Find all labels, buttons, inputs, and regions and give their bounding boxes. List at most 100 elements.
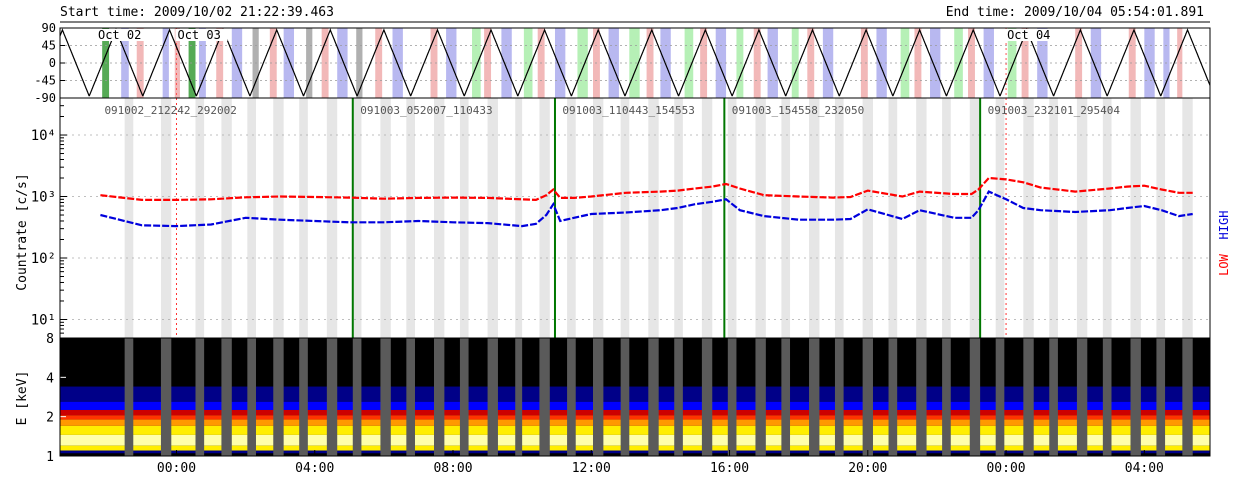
lightcurve-gap — [942, 98, 951, 338]
spectrogram-frame — [59, 337, 1211, 457]
orbit-y-tick-label: -45 — [34, 74, 56, 88]
spectrogram-gap — [299, 338, 308, 456]
spectrogram-gap — [221, 338, 232, 456]
lightcurve-gap — [195, 98, 205, 338]
spectrogram-gap — [195, 338, 205, 456]
spectrogram-y-axis-label: E [keV] — [15, 371, 30, 426]
spectrogram-energy-band — [60, 445, 1210, 451]
spectrogram-gap — [1182, 338, 1193, 456]
lightcurve-day-marks — [175, 98, 1007, 338]
lightcurve-y-ticks: 10¹ 10² 10³ 10⁴ — [31, 97, 67, 339]
spectrogram-gap — [1102, 338, 1112, 456]
spectrogram-energy-band — [60, 450, 1210, 454]
spectrogram-y-tick-label: 1 — [46, 450, 54, 465]
orbit-band — [577, 28, 588, 98]
spectrogram-energy-bands — [60, 386, 1210, 454]
lightcurve-gap — [648, 98, 659, 338]
orbit-day-label: Oct 03 — [177, 28, 220, 42]
spectrogram-gap — [593, 338, 604, 456]
time-axis-tick-label: 16:00 — [710, 461, 749, 476]
orbit-band — [356, 28, 363, 98]
orbit-day-labels: Oct 02 Oct 03 Oct 04 — [95, 28, 1058, 42]
lightcurve-y-axis-label: Countrate [c/s] — [15, 173, 30, 290]
spectrogram-gap — [888, 338, 898, 456]
spectrogram-gap — [995, 338, 1005, 456]
lightcurve-gap-bands — [124, 98, 1193, 338]
spectrogram-gap — [727, 338, 737, 456]
lightcurve-y-tick-label: 10³ — [31, 190, 56, 206]
time-axis-tick-label: 08:00 — [433, 461, 472, 476]
spectrogram-gap — [406, 338, 415, 456]
orbit-band — [269, 28, 277, 98]
orbit-band — [375, 28, 383, 98]
orbit-band — [337, 28, 348, 98]
time-axis-tick-label: 00:00 — [157, 461, 196, 476]
spectrogram-gap — [862, 338, 873, 456]
spectrogram-gap — [916, 338, 927, 456]
orbit-y-tick-label: 90 — [42, 21, 56, 35]
orbit-band — [430, 28, 438, 98]
lightcurve-gap — [406, 98, 415, 338]
orbit-band — [983, 28, 994, 98]
orbit-y-tick-label: 45 — [42, 39, 56, 53]
observation-id-labels: 091002_212242_292002 091003_052007_110433… — [104, 104, 1120, 117]
lightcurve-series — [100, 176, 1193, 228]
start-time-label: Start time: 2009/10/02 21:22:39.463 — [60, 5, 334, 20]
lightcurve-gap — [674, 98, 683, 338]
orbit-band — [283, 28, 295, 98]
spectrogram-gap — [273, 338, 284, 456]
orbit-band — [608, 28, 619, 98]
legend-high: HIGH — [1217, 211, 1231, 240]
observation-id: 091003_232101_295404 — [988, 104, 1121, 117]
lightcurve-gap — [620, 98, 630, 338]
orbit-day-label: Oct 02 — [98, 28, 141, 42]
spectrogram-energy-band — [60, 419, 1210, 426]
lightcurve-gap — [995, 98, 1005, 338]
orbit-band — [954, 28, 963, 98]
day-label-background — [95, 29, 148, 41]
spectrogram-gap — [1130, 338, 1141, 456]
lightcurve-gap — [160, 98, 172, 338]
spectrogram-energy-band — [60, 415, 1210, 420]
spectrogram-panel: 1 2 4 8 E [keV] — [15, 332, 1211, 465]
lightcurve-gap — [1023, 98, 1034, 338]
lightcurve-gap — [1076, 98, 1088, 338]
orbit-band — [822, 28, 834, 98]
lightcurve-panel: 091002_212242_292002 091003_052007_110433… — [15, 97, 1231, 339]
spectrogram-gap — [781, 338, 791, 456]
orbit-band — [216, 28, 224, 98]
spectrogram-gap — [124, 338, 134, 456]
observation-id: 091003_154558_232050 — [732, 104, 864, 117]
spectrogram-gap — [942, 338, 951, 456]
spectrogram-energy-band — [60, 386, 1210, 402]
orbit-band — [900, 28, 910, 98]
lightcurve-gap — [352, 98, 362, 338]
orbit-panel: 90 45 0 -45 -90 Oct 02 Oct 03 Oct 04 — [34, 21, 1211, 105]
lightcurve-y-tick-label: 10² — [31, 251, 56, 267]
lightcurve-gap — [459, 98, 469, 338]
lightcurve-gap — [1102, 98, 1112, 338]
lightcurve-gap — [593, 98, 604, 338]
lightcurve-gap — [916, 98, 927, 338]
lightcurve-gap — [221, 98, 232, 338]
spectrogram-gap — [352, 338, 362, 456]
spectrogram-y-tick-label: 4 — [46, 371, 54, 386]
lightcurve-gap — [487, 98, 498, 338]
lightcurve-gap — [862, 98, 873, 338]
spectrogram-gap — [674, 338, 683, 456]
lightcurve-gridlines — [60, 134, 1210, 320]
lightcurve-gap — [299, 98, 308, 338]
day-label-background — [1005, 29, 1058, 41]
orbit-day-label: Oct 04 — [1007, 28, 1050, 42]
spectrogram-gap — [701, 338, 713, 456]
lightcurve-gap — [1049, 98, 1058, 338]
spectrogram-gap — [809, 338, 820, 456]
time-axis: 00:00 04:00 08:00 12:00 16:00 20:00 00:00 04:00 — [157, 450, 1164, 476]
orbit-band — [121, 28, 129, 98]
lightcurve-gap — [834, 98, 844, 338]
orbit-band — [1128, 28, 1136, 98]
lightcurve-gap — [124, 98, 134, 338]
observation-boundaries — [351, 98, 982, 338]
spectrogram-gap — [1049, 338, 1058, 456]
